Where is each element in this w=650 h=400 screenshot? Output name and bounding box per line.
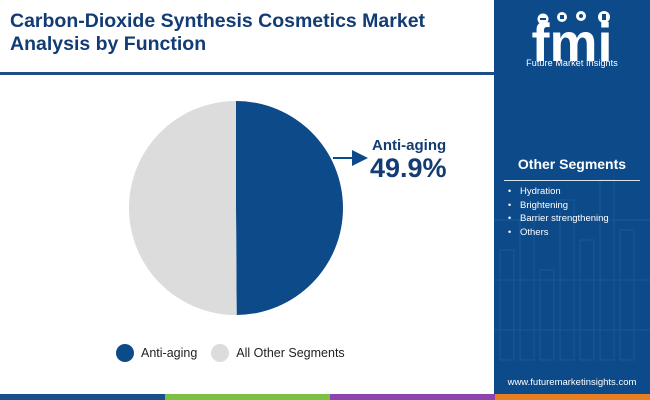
segment-item: • Barrier strengthening xyxy=(508,212,609,226)
segment-item: • Others xyxy=(508,226,609,240)
legend-item-anti-aging: Anti-aging xyxy=(116,344,197,362)
segment-item: • Brightening xyxy=(508,199,609,213)
segment-item: • Hydration xyxy=(508,185,609,199)
legend-label-anti-aging: Anti-aging xyxy=(141,346,198,360)
bullet-icon: • xyxy=(508,227,512,238)
logo-text: fmi xyxy=(532,13,613,73)
segment-item-label: Brightening xyxy=(520,199,569,211)
pie-slice-anti-aging xyxy=(236,101,343,315)
pie-slices xyxy=(128,101,343,316)
segment-item-label: Others xyxy=(520,227,549,239)
bullet-icon: • xyxy=(508,213,512,224)
callout-value: 49.9% xyxy=(370,153,447,183)
company-name: Future Market Insights xyxy=(526,58,618,68)
sidebar-decoration xyxy=(494,179,650,361)
segment-item-label: Barrier strengthening xyxy=(520,213,609,225)
segment-item-label: Hydration xyxy=(520,186,561,197)
bullet-icon: • xyxy=(508,199,512,210)
callout-label: Anti-aging xyxy=(372,137,447,154)
legend-label-other-segments: All Other Segments xyxy=(236,346,345,360)
chart-legend: Anti-aging All Other Segments xyxy=(116,343,359,363)
title-divider xyxy=(0,72,494,75)
other-segments-divider xyxy=(504,180,640,181)
sidebar: fmi Future Market Insights Other Segment… xyxy=(494,0,650,394)
bullet-icon: • xyxy=(508,186,512,196)
bottom-bar-segment xyxy=(495,394,650,400)
bottom-bar-segment xyxy=(0,394,165,400)
title-line-1: Carbon-Dioxide Synthesis Cosmetics Marke… xyxy=(10,10,426,32)
legend-swatch-other-segments xyxy=(211,344,230,362)
page-title: Carbon-Dioxide Synthesis Cosmetics Marke… xyxy=(10,10,480,56)
bottom-bar-segment xyxy=(165,394,330,400)
other-segments-heading: Other Segments xyxy=(517,156,627,172)
website-link[interactable]: www.futuremarketinsights.com xyxy=(507,377,637,388)
bottom-bar-segment xyxy=(330,394,495,400)
legend-swatch-anti-aging xyxy=(116,344,134,362)
title-line-2: Analysis by Function xyxy=(10,33,207,55)
pie-slice-all-other-segments xyxy=(128,101,237,316)
legend-item-other-segments: All Other Segments xyxy=(211,344,345,362)
bottom-color-bar xyxy=(0,394,650,400)
fmi-logo: fmi xyxy=(532,11,613,73)
pie-chart xyxy=(128,101,368,316)
other-segments-list: • Hydration • Brightening • Barrier strengt… xyxy=(508,185,609,240)
